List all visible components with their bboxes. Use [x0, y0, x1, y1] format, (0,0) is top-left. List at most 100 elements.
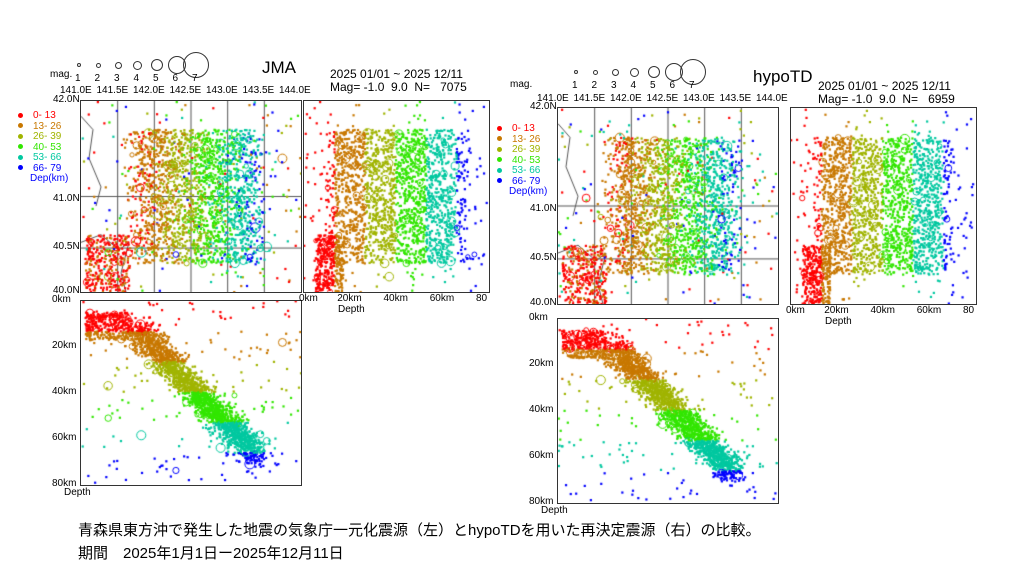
- mag-legend-circle: [114, 61, 122, 69]
- period-text: 2025 01/01 ~ 2025 12/11: [818, 79, 951, 93]
- depth-tick-label: 40km: [529, 404, 554, 415]
- mag-legend-value: 7: [689, 80, 695, 91]
- depth-tick-label: 20km: [824, 305, 849, 316]
- mag-legend-circle: [611, 68, 619, 76]
- depth-legend-item: 26- 39: [497, 144, 547, 156]
- depth-legend-item: 40- 53: [497, 155, 547, 167]
- caption-line-2: 期間 2025年1月1日ー2025年12月11日: [78, 545, 344, 562]
- depth-axis-label: Depth: [64, 487, 91, 498]
- depth-range: 26- 39: [33, 131, 62, 142]
- lon-tick-label: 142.0E: [610, 93, 642, 104]
- lon-tick-label: 141.0E: [60, 85, 92, 96]
- mag-range-text: Mag= -1.0 9.0 N= 6959: [818, 93, 955, 105]
- lon-tick-label: 142.0E: [133, 85, 165, 96]
- depth-color-dot: [18, 123, 23, 129]
- mag-legend-value: 4: [133, 73, 140, 84]
- mag-legend-circle: [133, 60, 142, 70]
- depth-tick-label: 80km: [529, 496, 554, 507]
- depth-color-dot: [497, 136, 502, 142]
- lat-depth-section-scatter: [791, 108, 976, 304]
- epicenter-map-scatter: [558, 108, 778, 304]
- depth-tick-label: 40km: [383, 293, 408, 304]
- mag-legend-label: mag.: [510, 79, 533, 90]
- mag-legend-value: 1: [572, 80, 578, 91]
- lat-tick-label: 40.0N: [53, 285, 80, 296]
- mag-legend-value: 6: [172, 73, 179, 84]
- depth-lon-section-scatter: [558, 319, 778, 503]
- mag-legend-circle: [680, 59, 706, 85]
- depth-color-dot: [497, 178, 502, 184]
- lon-tick-label: 141.0E: [537, 93, 569, 104]
- lon-tick-label: 141.5E: [573, 93, 606, 104]
- mag-legend-circle: [648, 66, 660, 78]
- depth-tick-label: 60km: [529, 450, 554, 461]
- mag-legend-value: 2: [591, 80, 598, 91]
- lon-tick-label: 143.0E: [683, 93, 715, 104]
- depth-axis-label: Depth: [541, 505, 568, 516]
- depth-lon-section-scatter: [81, 301, 301, 485]
- lat-tick-label: 40.0N: [530, 297, 557, 308]
- depth-tick-label: 80: [963, 305, 975, 316]
- depth-tick-label: 20km: [529, 358, 554, 369]
- lon-tick-label: 144.0E: [279, 85, 311, 96]
- depth-legend-item: 26- 39: [18, 131, 68, 143]
- period-text: 2025 01/01 ~ 2025 12/11: [330, 67, 463, 81]
- depth-legend-item: 66- 79: [497, 176, 547, 188]
- catalog-title: hypoTD: [753, 67, 813, 86]
- mag-legend-value: 3: [611, 80, 617, 91]
- mag-legend-value: 1: [75, 73, 81, 84]
- mag-legend-circle: [151, 59, 163, 71]
- mag-legend-value: 3: [114, 73, 120, 84]
- depth-color-dot: [497, 146, 502, 152]
- depth-color-dot: [18, 133, 23, 139]
- event-count: 7075: [440, 80, 467, 94]
- depth-range: 0- 13: [512, 123, 535, 134]
- depth-legend-item: 40- 53: [18, 142, 68, 154]
- epicenter-map-scatter: [81, 101, 301, 292]
- depth-range: 66- 79: [33, 162, 62, 174]
- depth-legend-item: 13- 26: [18, 121, 68, 133]
- depth-tick-label: 20km: [337, 293, 362, 304]
- depth-color-dot: [497, 167, 502, 173]
- lon-tick-label: 142.5E: [646, 93, 679, 104]
- depth-tick-label: 20km: [52, 340, 77, 351]
- mag-legend-circle: [77, 63, 81, 67]
- lat-tick-label: 40.5N: [53, 241, 80, 253]
- depth-tick-label: 0km: [529, 312, 548, 323]
- mag-legend-circle: [574, 70, 578, 74]
- depth-axis-label: Depth: [825, 316, 852, 327]
- depth-tick-label: 40km: [52, 386, 77, 397]
- depth-color-dot: [497, 157, 502, 163]
- mag-legend-circle: [96, 62, 101, 68]
- depth-tick-label: 0km: [299, 293, 318, 304]
- depth-range: 26- 39: [512, 144, 541, 155]
- depth-color-dot: [18, 154, 23, 160]
- depth-color-dot: [18, 144, 23, 150]
- lon-tick-label: 143.5E: [242, 85, 275, 96]
- lat-depth-section: [303, 100, 490, 293]
- epicenter-map: [557, 107, 779, 305]
- depth-tick-label: 60km: [52, 432, 77, 443]
- depth-axis-label: Depth: [338, 304, 365, 315]
- mag-legend-circle: [593, 69, 598, 75]
- depth-unit: Dep(km): [30, 173, 69, 184]
- lat-depth-section: [790, 107, 977, 305]
- lat-tick-label: 40.5N: [530, 251, 557, 263]
- depth-tick-label: 60km: [429, 293, 455, 304]
- depth-legend-item: 0- 13: [497, 123, 547, 135]
- catalog-title: JMA: [262, 58, 296, 77]
- depth-tick-label: 0km: [52, 294, 71, 305]
- depth-tick-label: 0km: [786, 305, 805, 316]
- depth-unit: Dep(km): [509, 186, 548, 197]
- depth-legend-item: 53- 66: [497, 165, 547, 177]
- epicenter-map: [80, 100, 302, 293]
- depth-tick-label: 60km: [916, 305, 942, 316]
- depth-legend: 0- 13 13- 26 26- 39 40- 53 53- 66 66- 79 Dep(k…: [497, 123, 548, 198]
- mag-legend-value: 5: [650, 80, 656, 91]
- depth-legend-item: 53- 66: [18, 152, 68, 164]
- mag-legend-circle: [183, 52, 209, 78]
- depth-color-dot: [18, 165, 23, 171]
- depth-legend-item: 66- 79: [18, 162, 68, 175]
- depth-legend-item: 0- 13: [18, 110, 68, 122]
- depth-lon-section: [80, 300, 302, 486]
